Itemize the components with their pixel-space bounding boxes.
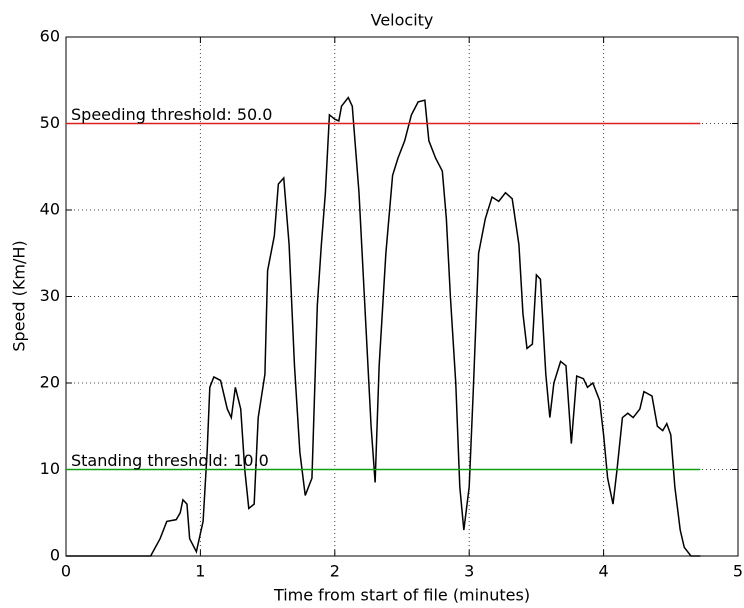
y-tick-label: 0 <box>50 546 60 565</box>
y-tick-label: 10 <box>40 459 60 478</box>
speed-line <box>66 96 701 557</box>
x-tick-label: 1 <box>195 562 205 581</box>
y-axis-label: Speed (Km/H) <box>10 240 29 351</box>
y-tick-label: 20 <box>40 373 60 392</box>
y-tick-label: 30 <box>40 286 60 305</box>
y-tick-label: 50 <box>40 113 60 132</box>
threshold-label: Speeding threshold: 50.0 <box>71 105 272 124</box>
x-tick-label: 0 <box>61 562 71 581</box>
x-tick-label: 3 <box>464 562 474 581</box>
x-tick-label: 2 <box>330 562 340 581</box>
plot-frame <box>65 36 739 557</box>
x-tick-label: 4 <box>599 562 609 581</box>
y-tick-label: 60 <box>40 27 60 46</box>
chart-title: Velocity <box>371 11 434 30</box>
x-axis-label: Time from start of file (minutes) <box>273 586 530 605</box>
y-tick-label: 40 <box>40 200 60 219</box>
x-tick-label: 5 <box>733 562 743 581</box>
threshold-label: Standing threshold: 10.0 <box>71 451 269 470</box>
